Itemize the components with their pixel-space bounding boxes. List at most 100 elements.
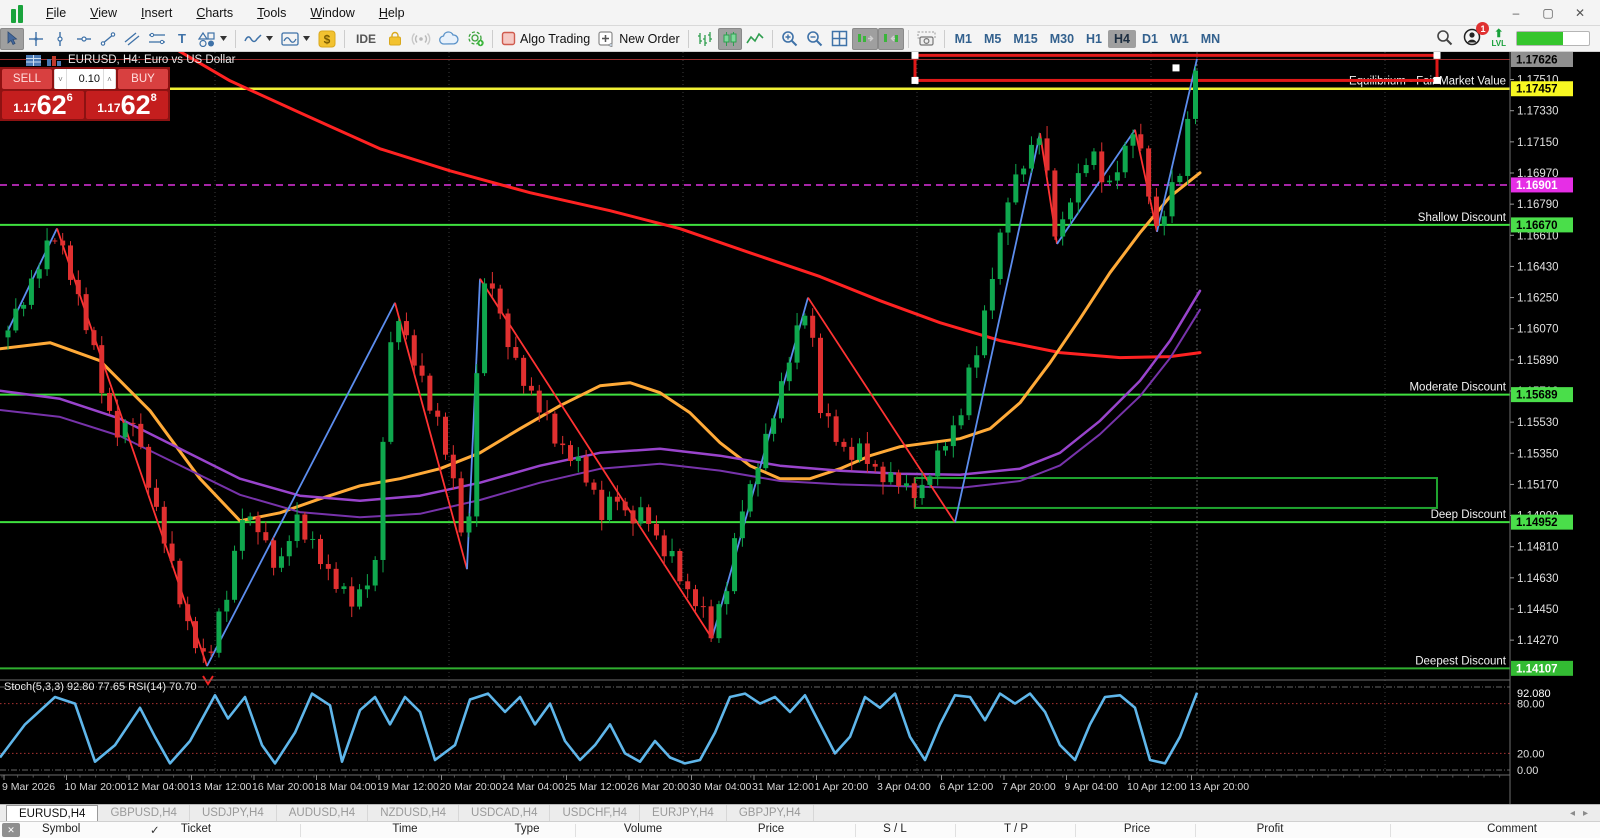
level-gauge[interactable]: [1516, 31, 1590, 46]
level-line-deep-discount[interactable]: Deep Discount: [0, 509, 1510, 524]
column-header-time[interactable]: Time: [392, 823, 418, 835]
shift-end-button[interactable]: [851, 27, 878, 50]
column-header-comment[interactable]: Comment: [1487, 823, 1537, 835]
chart-tab-usdcad[interactable]: USDCAD,H4: [459, 805, 551, 821]
timeframe-m1[interactable]: M1: [954, 31, 972, 46]
chart-tab-nzdusd[interactable]: NZDUSD,H4: [368, 805, 460, 821]
menu-file[interactable]: File: [46, 5, 67, 20]
menu-tools[interactable]: Tools: [257, 5, 287, 20]
maximize-button[interactable]: ▢: [1542, 5, 1554, 20]
line-chart-button[interactable]: [742, 28, 768, 50]
box-handle[interactable]: [1433, 51, 1441, 59]
menu-insert[interactable]: Insert: [141, 5, 173, 20]
chart-tab-eurusd[interactable]: EURUSD,H4: [6, 805, 99, 821]
volume-down-button[interactable]: ˅: [54, 69, 67, 89]
chart-tab-usdjpy[interactable]: USDJPY,H4: [190, 805, 277, 821]
column-header-price[interactable]: Price: [757, 823, 785, 835]
column-header-price[interactable]: Price: [1123, 823, 1151, 835]
ask-price[interactable]: 1.17 62 8: [86, 91, 168, 119]
timeframe-m5[interactable]: M5: [984, 31, 1002, 46]
algo-trading-button[interactable]: Algo Trading: [497, 28, 594, 50]
menu-help[interactable]: Help: [378, 5, 405, 20]
search-icon[interactable]: [1436, 29, 1453, 49]
timeframe-d1[interactable]: D1: [1142, 31, 1158, 46]
timeframe-m15[interactable]: M15: [1013, 31, 1038, 46]
ide-button[interactable]: IDE: [349, 28, 383, 50]
auto-scroll-button[interactable]: [877, 27, 904, 50]
chart-tab-eurjpy[interactable]: EURJPY,H4: [640, 805, 727, 821]
menu-charts[interactable]: Charts: [196, 5, 234, 20]
menu-window[interactable]: Window: [310, 5, 355, 20]
fibonacci-tool[interactable]: [144, 28, 170, 50]
channel-tool[interactable]: [120, 28, 144, 50]
chart-tab-gbpusd[interactable]: GBPUSD,H4: [98, 805, 190, 821]
svg-text:1.17626: 1.17626: [1516, 55, 1558, 67]
candle-chart-button[interactable]: [717, 27, 742, 50]
volume-stepper[interactable]: ˅ 0.10 ˄: [54, 69, 116, 89]
column-header-tp[interactable]: T / P: [1003, 823, 1029, 835]
level-line-shallow-discount[interactable]: Shallow Discount: [0, 212, 1510, 226]
horizontal-line-tool[interactable]: [72, 28, 96, 50]
column-separator: [1075, 824, 1076, 837]
zoom-in-button[interactable]: [777, 28, 802, 50]
timeframe-m30[interactable]: M30: [1049, 31, 1075, 46]
screenshot-button[interactable]: [913, 28, 940, 50]
chart-tab-gbpjpy[interactable]: GBPJPY,H4: [727, 805, 814, 821]
timeframe-mn[interactable]: MN: [1200, 31, 1221, 46]
box-handle[interactable]: [1433, 76, 1441, 84]
new-order-button[interactable]: New Order: [594, 28, 683, 50]
date-axis[interactable]: 9 Mar 2026 10 Mar 20:00 12 Mar 04:00 13 Mar…: [0, 774, 1510, 793]
crosshair-tool[interactable]: [24, 28, 48, 50]
community-button[interactable]: [463, 28, 488, 50]
indicators-dropdown[interactable]: [240, 28, 277, 50]
timeframe-w1[interactable]: W1: [1169, 31, 1189, 46]
chart-profile-icon[interactable]: [47, 55, 62, 66]
price-axis[interactable]: 1.176901.175101.173301.171501.169701.167…: [1509, 43, 1600, 804]
signals-button[interactable]: [407, 28, 435, 50]
box-handle[interactable]: [1172, 64, 1180, 72]
level-line-deepest-discount[interactable]: Deepest Discount: [0, 655, 1510, 670]
column-header-symbol[interactable]: Symbol: [42, 823, 81, 835]
tab-scroll-right-icon[interactable]: ▸: [1582, 807, 1588, 819]
timeframe-h1[interactable]: H1: [1086, 31, 1103, 46]
notifications-icon[interactable]: 1: [1463, 22, 1490, 49]
close-button[interactable]: ✕: [1574, 5, 1586, 20]
volume-up-button[interactable]: ˄: [103, 69, 116, 89]
sell-button[interactable]: SELL: [2, 69, 52, 89]
buy-button[interactable]: BUY: [118, 69, 168, 89]
column-header-volume[interactable]: Volume: [623, 823, 663, 835]
column-header-sl[interactable]: S / L: [883, 823, 907, 835]
vertical-line-tool[interactable]: [48, 28, 72, 50]
column-header-profit[interactable]: Profit: [1256, 823, 1284, 835]
shapes-dropdown[interactable]: [194, 28, 231, 50]
chart-tab-usdchf[interactable]: USDCHF,H4: [550, 805, 641, 821]
volume-value[interactable]: 0.10: [78, 73, 100, 85]
trendline-tool[interactable]: [96, 28, 120, 50]
menu-view[interactable]: View: [90, 5, 118, 20]
chart-tab-audusd[interactable]: AUDUSD,H4: [277, 805, 369, 821]
timeframe-h4[interactable]: H4: [1108, 29, 1136, 48]
level-line-moderate-discount[interactable]: Moderate Discount: [0, 382, 1510, 396]
cloud-button[interactable]: [435, 28, 463, 50]
tab-scroll-left-icon[interactable]: ◂: [1569, 807, 1575, 819]
column-header-type[interactable]: Type: [514, 823, 540, 835]
toolbox-close-button[interactable]: ✕: [2, 823, 20, 837]
oscillators-dropdown[interactable]: [277, 28, 314, 50]
payments-button[interactable]: $: [314, 28, 340, 50]
svg-text:Deep Discount: Deep Discount: [1431, 509, 1507, 521]
svg-text:1.16250: 1.16250: [1517, 293, 1559, 305]
text-tool[interactable]: T: [170, 28, 194, 50]
zoom-out-button[interactable]: [802, 28, 827, 50]
column-header-ticket[interactable]: Ticket: [180, 823, 212, 835]
minimize-button[interactable]: –: [1512, 5, 1520, 20]
box-handle[interactable]: [911, 51, 919, 59]
market-button[interactable]: [383, 28, 407, 50]
bid-price[interactable]: 1.17 62 6: [2, 91, 84, 119]
tile-windows-button[interactable]: [827, 28, 852, 50]
depth-of-market-icon[interactable]: [26, 54, 41, 66]
bar-chart-button[interactable]: [693, 28, 718, 50]
premium-selection-box[interactable]: [911, 51, 1441, 84]
cursor-tool[interactable]: [0, 27, 24, 50]
box-handle[interactable]: [911, 76, 919, 84]
